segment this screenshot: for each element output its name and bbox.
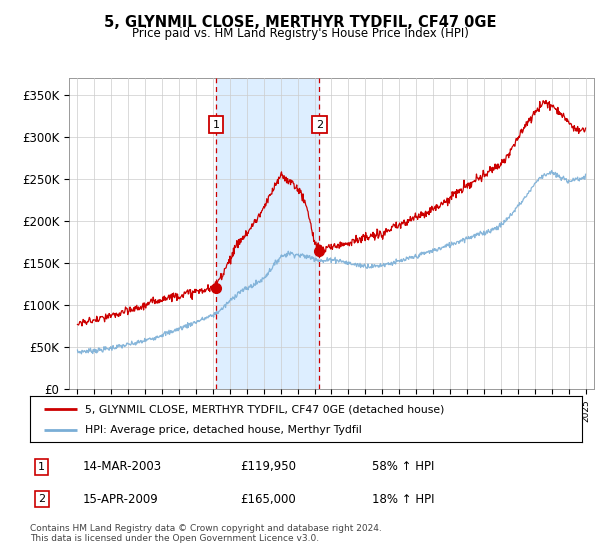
Text: 18% ↑ HPI: 18% ↑ HPI: [372, 493, 435, 506]
Bar: [217, 78, 319, 389]
Text: £119,950: £119,950: [240, 460, 296, 473]
Text: 5, GLYNMIL CLOSE, MERTHYR TYDFIL, CF47 0GE: 5, GLYNMIL CLOSE, MERTHYR TYDFIL, CF47 0…: [104, 15, 496, 30]
Text: 2: 2: [316, 120, 323, 129]
Text: 15-APR-2009: 15-APR-2009: [82, 493, 158, 506]
Text: Price paid vs. HM Land Registry's House Price Index (HPI): Price paid vs. HM Land Registry's House …: [131, 27, 469, 40]
Text: 1: 1: [38, 462, 45, 472]
Text: HPI: Average price, detached house, Merthyr Tydfil: HPI: Average price, detached house, Mert…: [85, 424, 362, 435]
Text: Contains HM Land Registry data © Crown copyright and database right 2024.
This d: Contains HM Land Registry data © Crown c…: [30, 524, 382, 543]
Text: 5, GLYNMIL CLOSE, MERTHYR TYDFIL, CF47 0GE (detached house): 5, GLYNMIL CLOSE, MERTHYR TYDFIL, CF47 0…: [85, 404, 445, 414]
Text: 1: 1: [213, 120, 220, 129]
Text: 14-MAR-2003: 14-MAR-2003: [82, 460, 161, 473]
Text: 2: 2: [38, 494, 46, 504]
Text: £165,000: £165,000: [240, 493, 296, 506]
Text: 58% ↑ HPI: 58% ↑ HPI: [372, 460, 434, 473]
